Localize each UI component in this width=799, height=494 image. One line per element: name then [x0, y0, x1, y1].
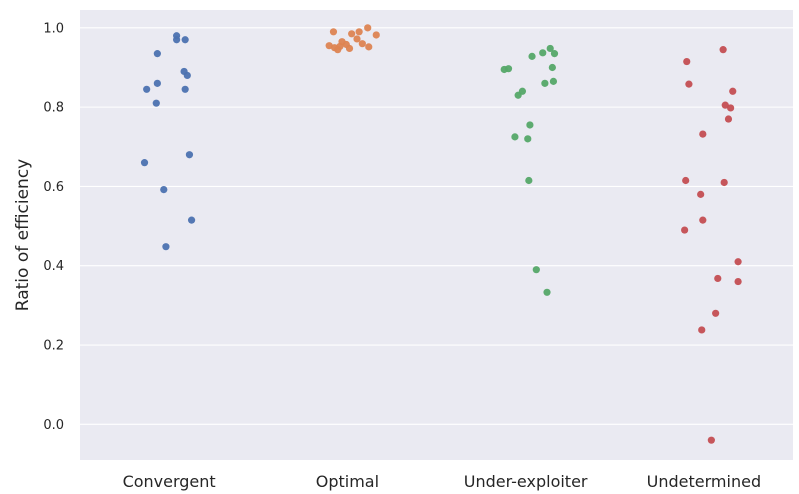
y-tick-label: 0.6 [43, 180, 64, 195]
point-under-exploiter [532, 266, 540, 274]
y-tick-label: 1.0 [43, 21, 64, 36]
point-undetermined [724, 115, 733, 123]
point-convergent [153, 50, 161, 58]
point-under-exploiter [549, 77, 558, 85]
point-optimal [329, 28, 338, 36]
gridlines [80, 27, 793, 425]
series-optimal [325, 24, 380, 54]
point-undetermined [734, 258, 742, 266]
point-convergent [183, 71, 191, 80]
y-tick-label: 0.0 [43, 418, 64, 433]
point-under-exploiter [525, 176, 533, 185]
point-convergent [153, 79, 161, 87]
point-undetermined [727, 104, 735, 112]
y-axis-label: Ratio of efficiency [13, 159, 33, 311]
point-undetermined [697, 190, 705, 198]
point-optimal [358, 40, 366, 48]
data-points [140, 24, 742, 444]
point-under-exploiter [541, 79, 549, 87]
point-convergent [160, 186, 168, 194]
point-under-exploiter [526, 121, 534, 129]
point-optimal [372, 31, 380, 39]
point-under-exploiter [550, 50, 559, 58]
point-undetermined [707, 436, 715, 444]
point-under-exploiter [524, 135, 532, 143]
point-under-exploiter [546, 44, 554, 53]
point-under-exploiter [511, 133, 519, 141]
point-optimal [364, 24, 372, 32]
point-convergent [143, 85, 151, 93]
series-undetermined [681, 46, 742, 444]
series-under-exploiter [500, 44, 559, 296]
point-undetermined [719, 46, 727, 54]
point-convergent [181, 85, 189, 93]
x-tick-label-undetermined: Undetermined [647, 472, 761, 491]
point-undetermined [729, 87, 737, 95]
y-tick-label: 0.4 [43, 259, 64, 274]
point-optimal [334, 46, 342, 54]
point-under-exploiter [514, 91, 522, 99]
point-undetermined [699, 216, 707, 224]
point-optimal [355, 28, 363, 36]
y-tick-labels: 0.0 0.2 0.4 0.6 0.8 1.0 [43, 21, 64, 432]
x-tick-labels: Convergent Optimal Under-exploiter Undeterm… [123, 472, 762, 491]
point-optimal [348, 30, 356, 38]
point-undetermined [720, 178, 728, 187]
point-optimal [345, 44, 354, 53]
point-undetermined [683, 57, 691, 66]
y-tick-label: 0.8 [43, 101, 64, 116]
point-undetermined [682, 176, 690, 185]
point-under-exploiter [539, 49, 547, 57]
point-under-exploiter [548, 63, 556, 72]
point-convergent [152, 99, 160, 107]
y-tick-label: 0.2 [43, 339, 64, 354]
point-convergent [187, 216, 196, 224]
point-convergent [185, 151, 194, 159]
point-optimal [365, 43, 373, 51]
point-undetermined [734, 277, 742, 286]
point-convergent [140, 159, 149, 167]
point-under-exploiter [543, 288, 551, 296]
point-convergent [162, 243, 170, 251]
plot-background [80, 10, 793, 460]
point-undetermined [685, 80, 693, 88]
point-convergent [181, 36, 189, 44]
series-convergent [140, 32, 196, 251]
point-optimal [353, 35, 361, 43]
x-tick-label-convergent: Convergent [123, 472, 216, 491]
x-tick-label-optimal: Optimal [316, 472, 379, 491]
point-convergent [173, 36, 181, 44]
point-under-exploiter [528, 52, 536, 60]
point-undetermined [714, 274, 722, 283]
point-undetermined [698, 326, 706, 334]
x-tick-label-under-exploiter: Under-exploiter [464, 472, 588, 491]
point-undetermined [721, 101, 729, 109]
point-undetermined [699, 130, 707, 138]
point-under-exploiter [504, 65, 513, 73]
point-undetermined [712, 309, 720, 317]
point-undetermined [681, 226, 689, 234]
